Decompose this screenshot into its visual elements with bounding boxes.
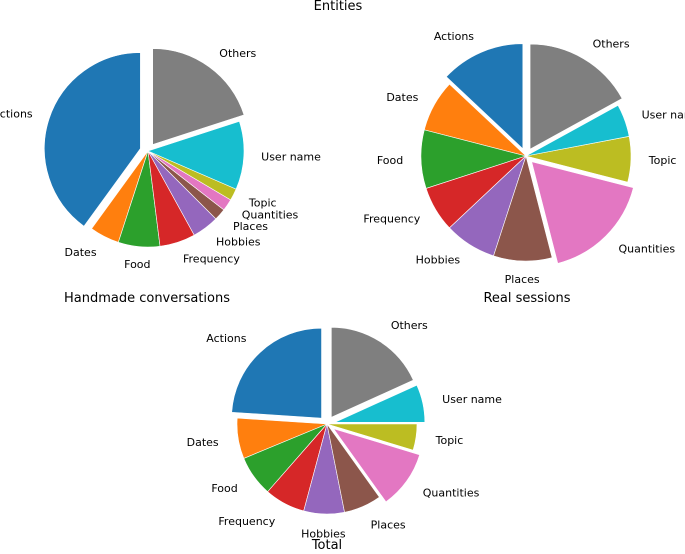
slice-label-food: Food (377, 154, 403, 167)
slice-label-actions: Actions (206, 332, 246, 345)
slice-label-dates: Dates (386, 91, 418, 104)
slice-label-quantities: Quantities (619, 243, 676, 256)
slice-label-food: Food (211, 482, 237, 495)
pie-real-sessions: Actions Dates Food Frequency Hobbies Places Qu… (363, 30, 685, 286)
slice-label-topic: Topic (248, 196, 277, 209)
slice-label-topic: Topic (648, 154, 677, 167)
slice-label-places: Places (233, 220, 268, 233)
pie-slice-user-name (525, 105, 630, 157)
pie-slice-others (529, 43, 623, 150)
slice-label-frequency: Frequency (363, 213, 420, 226)
chart-title-real-sessions: Real sessions (483, 291, 570, 306)
pie-slice-user-name (147, 120, 245, 190)
pie-slice-actions (445, 43, 524, 150)
slice-label-user-name: User name (261, 150, 321, 163)
slice-label-user-name: User name (442, 393, 502, 406)
slice-label-others: Others (593, 37, 630, 50)
pie-slice-actions (231, 327, 322, 419)
pie-slice-actions (44, 52, 141, 227)
slice-label-user-name: User name (642, 108, 685, 121)
pie-slice-places (493, 154, 553, 262)
slice-label-actions: Actions (0, 108, 33, 121)
slice-label-actions: Actions (434, 30, 474, 43)
slice-label-dates: Dates (187, 436, 219, 449)
chart-title-handmade-conversations: Handmade conversations (64, 291, 230, 306)
pie-slice-places (326, 423, 380, 513)
slice-label-others: Others (219, 47, 256, 60)
slice-label-hobbies: Hobbies (301, 528, 346, 541)
pie-slice-topic (326, 423, 418, 451)
slice-label-quantities: Quantities (242, 209, 299, 222)
slice-label-dates: Dates (65, 246, 97, 259)
slice-label-places: Places (371, 519, 406, 532)
slice-label-hobbies: Hobbies (216, 236, 261, 249)
slice-label-others: Others (391, 319, 428, 332)
pie-slice-quantities (332, 428, 421, 503)
slice-label-hobbies: Hobbies (416, 254, 461, 267)
chart-title-total: Total (311, 538, 342, 550)
slice-label-frequency: Frequency (183, 253, 240, 266)
pie-slice-quantities (531, 161, 634, 264)
pie-slice-others (331, 326, 414, 418)
slice-label-topic: Topic (435, 434, 464, 447)
figure-title: Entities (314, 0, 363, 14)
pie-slice-user-name (334, 384, 426, 423)
pie-slice-others (152, 48, 245, 145)
slice-label-places: Places (505, 273, 540, 286)
slice-label-frequency: Frequency (218, 515, 275, 528)
pie-total: Actions Dates Food Frequency Hobbies Places Qu… (187, 319, 503, 541)
slice-label-food: Food (124, 258, 150, 271)
pie-handmade-conversations: Actions Dates Food Frequency Hobbies PlacesQu… (0, 47, 321, 271)
slice-label-quantities: Quantities (423, 487, 480, 500)
